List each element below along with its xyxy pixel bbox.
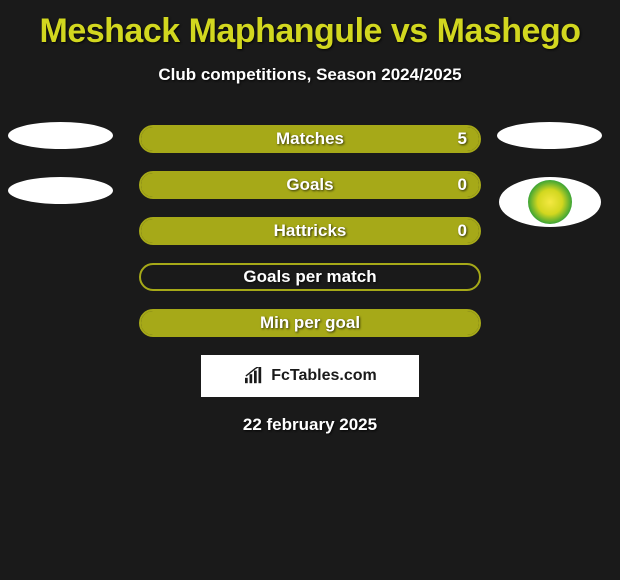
stat-bar-label: Matches xyxy=(276,129,344,149)
comparison-content: Matches 5 Goals 0 Hattricks 0 Goals per match M… xyxy=(0,125,620,435)
comparison-subtitle: Club competitions, Season 2024/2025 xyxy=(0,65,620,85)
stat-bar: Goals 0 xyxy=(139,171,481,199)
stat-bar-label: Goals per match xyxy=(243,267,376,287)
club-logo-icon xyxy=(528,180,572,224)
comparison-title: Meshack Maphangule vs Mashego xyxy=(0,0,620,51)
stat-bar: Hattricks 0 xyxy=(139,217,481,245)
left-player-badges xyxy=(8,122,113,204)
club-badge-oval xyxy=(499,177,601,227)
stat-bar-label: Min per goal xyxy=(260,313,360,333)
stat-bar: Min per goal xyxy=(139,309,481,337)
brand-chart-icon xyxy=(243,367,265,385)
stat-bar-value: 0 xyxy=(458,221,467,241)
stat-bar-label: Goals xyxy=(286,175,333,195)
player-badge-oval xyxy=(497,122,602,149)
stat-bar-value: 5 xyxy=(458,129,467,149)
brand-text: FcTables.com xyxy=(271,367,377,385)
right-player-badges xyxy=(497,122,602,227)
stat-bar-label: Hattricks xyxy=(274,221,347,241)
stat-bars: Matches 5 Goals 0 Hattricks 0 Goals per match M… xyxy=(139,125,481,337)
stat-bar: Matches 5 xyxy=(139,125,481,153)
comparison-date: 22 february 2025 xyxy=(0,415,620,435)
stat-bar: Goals per match xyxy=(139,263,481,291)
brand-badge: FcTables.com xyxy=(201,355,419,397)
club-badge-oval xyxy=(8,177,113,204)
stat-bar-value: 0 xyxy=(458,175,467,195)
player-badge-oval xyxy=(8,122,113,149)
